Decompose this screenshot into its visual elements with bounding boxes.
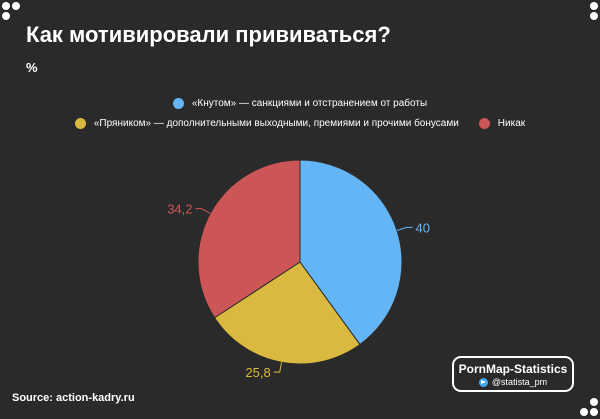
corner-dot-icon xyxy=(2,12,10,20)
data-label-none: 34,2 xyxy=(167,202,192,217)
corner-dot-icon xyxy=(2,2,10,10)
legend-row-2: «Пряником» — дополнительными выходными, … xyxy=(0,118,600,129)
legend-swatch-carrot xyxy=(74,118,86,129)
pie-slice-none xyxy=(197,159,301,319)
legend-label-none: Никак xyxy=(497,118,526,129)
chart-unit: % xyxy=(26,60,38,75)
legend-item-stick: «Кнутом» — санкциями и отстранением от р… xyxy=(172,98,428,109)
legend-label-carrot: «Пряником» — дополнительными выходными, … xyxy=(93,118,459,129)
telegram-icon xyxy=(478,377,488,387)
corner-dot-icon xyxy=(12,2,20,10)
source-text: Source: action-kadry.ru xyxy=(12,392,135,404)
leader-line-stick xyxy=(396,226,413,231)
corner-dot-icon xyxy=(580,408,588,416)
corner-dot-icon xyxy=(590,2,598,10)
brand-badge: PornMap-Statistics @statista_pm xyxy=(452,356,574,392)
legend-item-none: Никак xyxy=(478,118,526,129)
leader-line-none xyxy=(195,208,211,214)
corner-dot-icon xyxy=(590,12,598,20)
legend-row-1: «Кнутом» — санкциями и отстранением от р… xyxy=(0,98,600,109)
pie-slice-stick xyxy=(299,159,403,346)
brand-handle: @statista_pm xyxy=(491,377,548,387)
brand-handle-row: @statista_pm xyxy=(454,377,572,387)
leader-line-carrot xyxy=(273,362,283,373)
legend-label-stick: «Кнутом» — санкциями и отстранением от р… xyxy=(191,98,428,109)
data-label-carrot: 25,8 xyxy=(245,365,270,380)
data-label-stick: 40 xyxy=(416,220,430,235)
chart-title: Как мотивировали прививаться? xyxy=(26,22,391,47)
legend-swatch-none xyxy=(478,118,490,129)
legend-swatch-stick xyxy=(172,98,184,109)
brand-name: PornMap-Statistics xyxy=(458,362,568,376)
corner-dot-icon xyxy=(590,408,598,416)
legend-item-carrot: «Пряником» — дополнительными выходными, … xyxy=(74,118,459,129)
corner-dot-icon xyxy=(590,398,598,406)
